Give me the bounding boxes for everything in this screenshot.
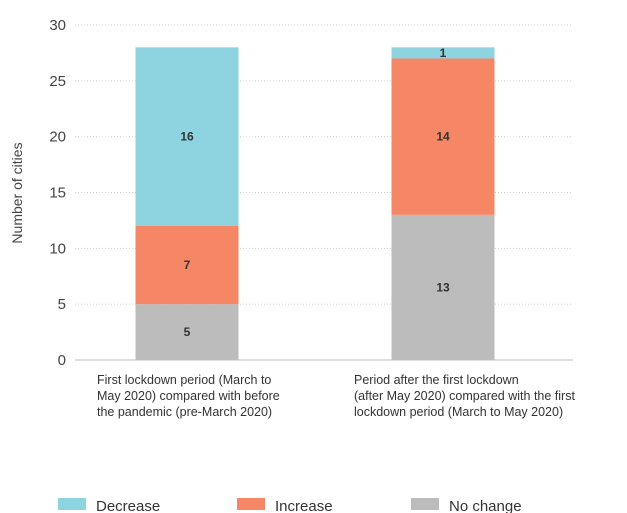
gridlines xyxy=(75,24,573,305)
y-tick-label: 15 xyxy=(49,185,66,202)
legend-label: Increase xyxy=(275,498,333,513)
y-tick-label: 20 xyxy=(49,129,66,146)
data-labels: 5 7 16 13 14 1 xyxy=(180,46,450,339)
x-category-label: Period after the first lockdown (after Ma… xyxy=(354,373,575,419)
x-axis-categories: First lockdown period (March to May 2020)… xyxy=(97,373,575,419)
bar-segment-decrease xyxy=(135,47,239,227)
y-axis-label: Number of cities xyxy=(9,142,25,243)
y-axis-ticks: 0 5 10 15 20 25 30 xyxy=(49,17,66,369)
bar-segment-no-change xyxy=(391,214,495,360)
legend-swatch xyxy=(411,498,439,510)
bar-segment-no-change xyxy=(135,304,239,360)
x-category-label: First lockdown period (March to May 2020)… xyxy=(97,373,280,419)
y-tick-label: 5 xyxy=(58,296,66,313)
y-tick-label: 30 xyxy=(49,17,66,34)
legend-swatch xyxy=(58,498,86,510)
y-tick-label: 10 xyxy=(49,240,66,257)
y-tick-label: 25 xyxy=(49,73,66,90)
bars xyxy=(135,47,495,360)
legend: Decrease Increase No change xyxy=(58,498,522,513)
legend-label: No change xyxy=(449,498,522,513)
y-tick-label: 0 xyxy=(58,352,66,369)
data-label: 7 xyxy=(184,258,191,272)
legend-item-increase: Increase xyxy=(237,498,333,513)
data-label: 16 xyxy=(180,130,194,144)
legend-item-no-change: No change xyxy=(411,498,522,513)
legend-label: Decrease xyxy=(96,498,160,513)
data-label: 1 xyxy=(440,46,447,60)
legend-swatch xyxy=(237,498,265,510)
bar-segment-increase xyxy=(135,226,239,305)
bar-segment-increase xyxy=(391,58,495,215)
bar-segment-decrease xyxy=(391,47,495,59)
data-label: 13 xyxy=(436,280,450,294)
data-label: 14 xyxy=(436,130,450,144)
legend-item-decrease: Decrease xyxy=(58,498,160,513)
data-label: 5 xyxy=(184,325,191,339)
